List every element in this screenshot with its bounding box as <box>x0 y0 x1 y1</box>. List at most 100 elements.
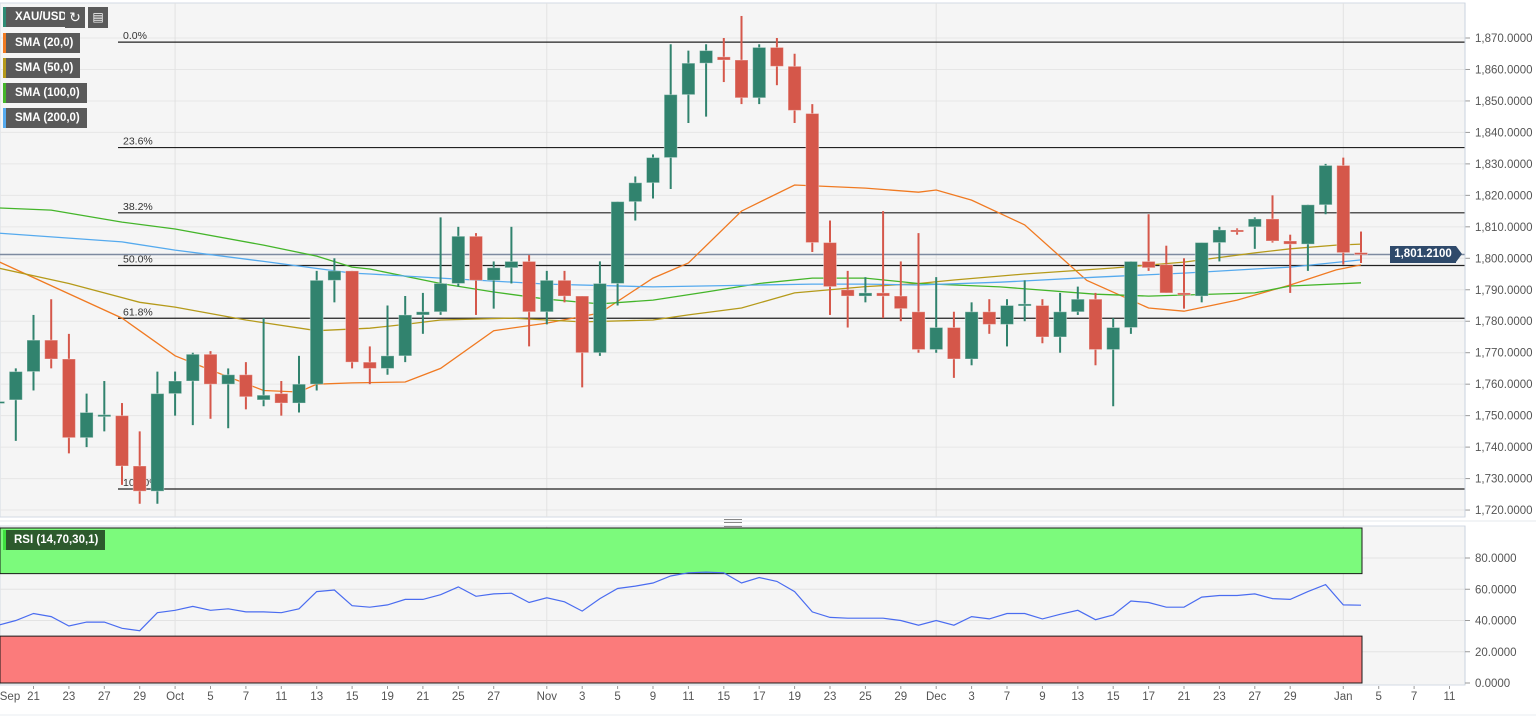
candle-body <box>610 201 625 284</box>
candle <box>1017 280 1032 322</box>
fib-level-label: 61.8% <box>123 306 153 318</box>
sma-100-legend[interactable]: SMA (100,0) <box>3 83 87 103</box>
candle <box>539 270 554 325</box>
candle <box>238 362 253 410</box>
refresh-icon[interactable]: ↻ <box>65 7 85 28</box>
time-axis-label: 9 <box>1039 691 1045 703</box>
candle-body <box>1053 311 1068 338</box>
candle-body <box>1336 164 1351 254</box>
candle <box>946 311 961 378</box>
candle <box>840 270 855 328</box>
candle <box>327 258 342 303</box>
candle <box>1053 292 1068 353</box>
candle-body <box>893 295 908 310</box>
candle-body <box>256 394 271 401</box>
time-axis-label: 21 <box>1178 691 1191 703</box>
time-axis-label: 5 <box>614 691 620 703</box>
time-axis-label: Dec <box>926 691 947 703</box>
candle-body <box>1000 304 1014 325</box>
panel-resize-handle[interactable] <box>724 519 742 527</box>
candle <box>1230 228 1245 235</box>
sma-20-legend[interactable]: SMA (20,0) <box>3 33 81 53</box>
candle-body <box>716 56 731 61</box>
candle <box>805 104 820 252</box>
candle-body <box>628 182 643 203</box>
time-axis-label: 25 <box>859 691 872 703</box>
time-axis-label: Nov <box>537 691 558 703</box>
candle-body <box>787 65 802 111</box>
time-axis-label: 17 <box>1142 691 1155 703</box>
time-axis-label: 29 <box>133 691 146 703</box>
candle <box>504 226 519 284</box>
price-axis-label: 1,740.0000 <box>1475 442 1533 454</box>
candle <box>628 176 643 221</box>
time-axis-label: 15 <box>346 691 359 703</box>
candle-body <box>486 267 501 281</box>
candle <box>1106 318 1121 407</box>
sma-50-legend[interactable]: SMA (50,0) <box>3 58 81 78</box>
time-axis-label: Jan <box>1334 691 1353 703</box>
candle-body <box>115 415 129 467</box>
candle <box>911 233 926 353</box>
candle <box>522 255 537 347</box>
candle-body <box>292 383 306 404</box>
candle <box>858 277 873 303</box>
time-axis-label: 23 <box>824 691 837 703</box>
candle-body <box>345 270 360 363</box>
candle-body <box>1194 242 1209 297</box>
price-axis-label: 1,840.0000 <box>1475 127 1533 139</box>
time-axis-label: 23 <box>63 691 76 703</box>
candle-body <box>1123 260 1138 329</box>
time-axis-label: 15 <box>1107 691 1120 703</box>
time-axis-label: Sep <box>0 691 20 703</box>
candle-body <box>876 292 891 297</box>
candle-body <box>221 374 236 385</box>
time-axis-label: 5 <box>207 691 213 703</box>
price-axis-label: 1,830.0000 <box>1475 159 1533 171</box>
fib-level-label: 50.0% <box>123 254 153 266</box>
candle <box>203 351 218 419</box>
price-axis-label: 1,730.0000 <box>1475 474 1533 486</box>
candle-body <box>1283 240 1298 245</box>
candle-body <box>185 353 200 382</box>
time-axis-label: 3 <box>968 691 974 703</box>
candle <box>1088 292 1103 366</box>
candle-body <box>592 282 607 354</box>
candle-body <box>362 361 377 369</box>
candle-body <box>1106 327 1121 351</box>
candle-body <box>1212 229 1227 244</box>
time-axis-label: 25 <box>452 691 465 703</box>
time-axis-label: 15 <box>717 691 730 703</box>
candle <box>345 270 360 369</box>
candle <box>433 217 448 315</box>
candle-body <box>451 235 466 284</box>
candle-body <box>557 279 572 297</box>
candle-body <box>274 393 289 404</box>
candle <box>256 318 271 407</box>
bar-chart-icon[interactable]: ▤ <box>88 7 108 28</box>
time-axis-label: 9 <box>650 691 656 703</box>
candle-body <box>1017 303 1032 307</box>
candle <box>716 38 731 83</box>
candle-body <box>858 292 873 297</box>
candle <box>1000 299 1014 347</box>
candle <box>929 277 944 353</box>
candle <box>115 403 129 485</box>
candle <box>132 431 147 504</box>
sma-200-legend[interactable]: SMA (200,0) <box>3 108 87 128</box>
candle <box>79 393 94 448</box>
candle-body <box>699 50 714 64</box>
candle <box>221 368 236 429</box>
fib-level-label: 23.6% <box>123 136 153 148</box>
oversold-zone <box>0 635 1363 684</box>
symbol-label[interactable]: XAU/USD <box>3 7 74 27</box>
rsi-axis-label: 0.0000 <box>1475 678 1510 690</box>
candle <box>1247 217 1262 249</box>
rsi-legend[interactable]: RSI (14,70,30,1) <box>3 530 106 550</box>
fib-level-label: 0.0% <box>123 30 147 42</box>
candle <box>185 352 200 426</box>
candle <box>610 201 625 306</box>
candle <box>469 233 483 315</box>
candle-body <box>398 314 413 357</box>
